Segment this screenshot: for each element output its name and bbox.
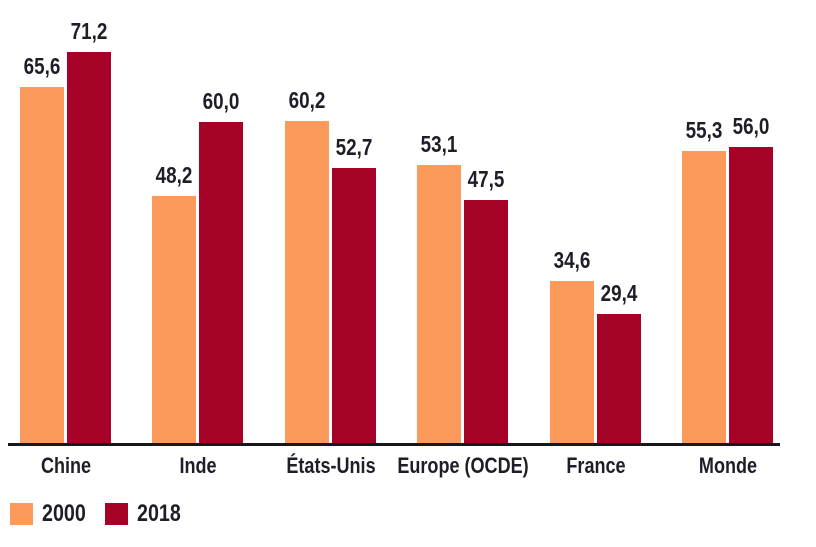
bar-2018-europe-ocde xyxy=(464,200,508,443)
legend-item-2000: 2000 xyxy=(10,500,95,527)
category-label-chine: Chine xyxy=(40,453,91,478)
value-label-2018-europe-ocde: 47,5 xyxy=(467,166,505,192)
value-label-2018-inde: 60,0 xyxy=(202,88,240,114)
legend-swatch-2000 xyxy=(10,502,33,525)
category-label-europe-ocde: Europe (OCDE) xyxy=(396,453,529,478)
category-label-france: France xyxy=(565,453,626,478)
legend-swatch-2018 xyxy=(105,502,128,525)
category-label-monde: Monde xyxy=(698,453,757,478)
bar-2000-inde xyxy=(152,196,196,443)
bar-2018-monde xyxy=(729,147,773,443)
value-label-2000-france: 34,6 xyxy=(553,247,591,273)
bar-2000-etats-unis xyxy=(285,121,329,443)
category-label-etats-unis: États-Unis xyxy=(285,453,376,478)
bar-2000-chine xyxy=(20,87,64,443)
value-label-2018-chine: 71,2 xyxy=(70,18,108,44)
legend-label-2018: 2018 xyxy=(137,500,181,527)
value-label-2000-europe-ocde: 53,1 xyxy=(420,131,458,157)
bar-2018-etats-unis xyxy=(332,168,376,443)
value-label-2000-chine: 65,6 xyxy=(23,53,61,79)
value-label-2018-monde: 56,0 xyxy=(732,113,770,139)
bar-2018-france xyxy=(597,314,641,443)
bar-2000-europe-ocde xyxy=(417,165,461,443)
bar-2018-chine xyxy=(67,52,111,443)
legend-label-2000: 2000 xyxy=(42,500,86,527)
bar-2000-france xyxy=(550,281,594,443)
value-label-2018-etats-unis: 52,7 xyxy=(335,134,373,160)
x-axis-line xyxy=(8,443,780,446)
bar-2000-monde xyxy=(682,151,726,443)
category-label-inde: Inde xyxy=(178,453,217,478)
bar-2018-inde xyxy=(199,122,243,443)
value-label-2000-inde: 48,2 xyxy=(155,162,193,188)
value-label-2000-monde: 55,3 xyxy=(685,117,723,143)
value-label-2000-etats-unis: 60,2 xyxy=(288,87,326,113)
value-label-2018-france: 29,4 xyxy=(600,280,638,306)
legend-item-2018: 2018 xyxy=(105,500,190,527)
